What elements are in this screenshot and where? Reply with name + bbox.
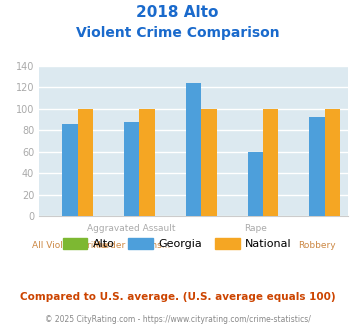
Text: Robbery: Robbery bbox=[298, 241, 336, 250]
Bar bbox=[78, 109, 93, 216]
Text: Violent Crime Comparison: Violent Crime Comparison bbox=[76, 26, 279, 40]
Bar bbox=[247, 152, 263, 216]
Text: Aggravated Assault: Aggravated Assault bbox=[87, 224, 176, 233]
Text: Compared to U.S. average. (U.S. average equals 100): Compared to U.S. average. (U.S. average … bbox=[20, 292, 335, 302]
Bar bbox=[309, 117, 325, 216]
Bar bbox=[140, 109, 155, 216]
Bar bbox=[325, 109, 340, 216]
Bar bbox=[201, 109, 217, 216]
Text: Rape: Rape bbox=[244, 224, 267, 233]
Bar bbox=[124, 122, 140, 216]
Text: © 2025 CityRating.com - https://www.cityrating.com/crime-statistics/: © 2025 CityRating.com - https://www.city… bbox=[45, 315, 310, 324]
Text: Murder & Mans...: Murder & Mans... bbox=[93, 241, 170, 250]
Text: All Violent Crime: All Violent Crime bbox=[32, 241, 108, 250]
Bar bbox=[263, 109, 278, 216]
Bar bbox=[186, 83, 201, 216]
Legend: Alto, Georgia, National: Alto, Georgia, National bbox=[59, 233, 296, 253]
Text: 2018 Alto: 2018 Alto bbox=[136, 5, 219, 20]
Bar bbox=[62, 124, 78, 216]
